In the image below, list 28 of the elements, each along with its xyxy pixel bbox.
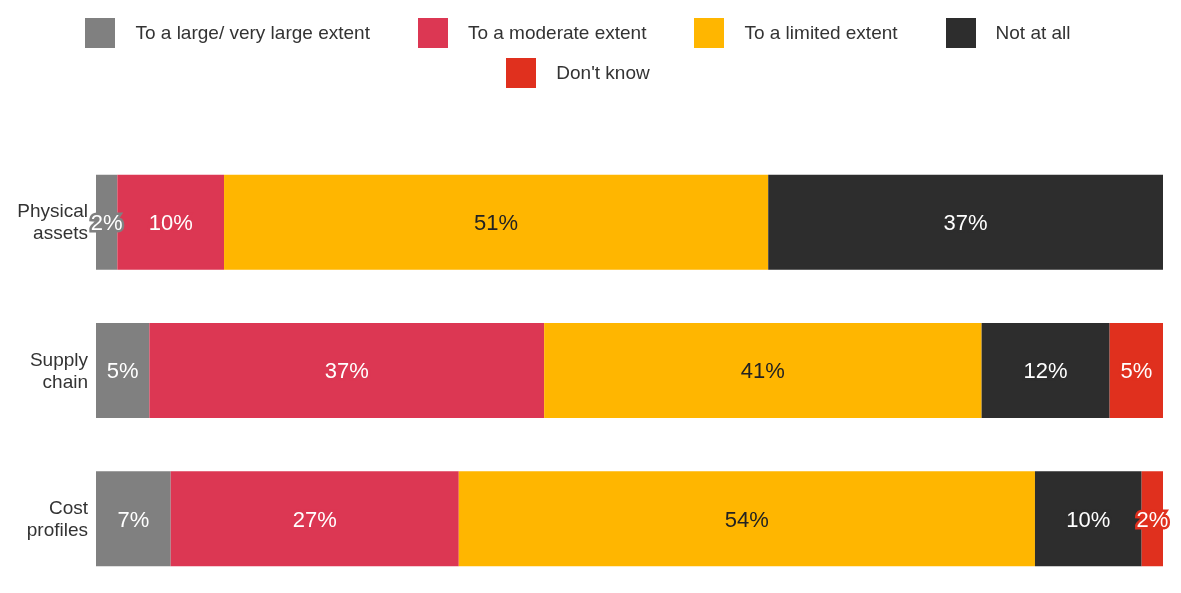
bar xyxy=(170,471,459,567)
legend-label: To a moderate extent xyxy=(467,22,647,44)
bar xyxy=(458,471,1035,567)
data-label: 10% xyxy=(1066,506,1111,532)
legend-label: Not at all xyxy=(995,22,1071,44)
data-label: 12% xyxy=(1023,358,1068,384)
bar xyxy=(981,323,1110,419)
data-label: 54% xyxy=(724,506,769,532)
bar xyxy=(224,174,769,270)
legend-label: To a limited extent xyxy=(744,22,898,44)
bar xyxy=(149,323,545,419)
data-label: 10% xyxy=(148,210,193,236)
data-label: 7% xyxy=(117,506,150,532)
data-label: 41% xyxy=(740,358,785,384)
data-label: 5% xyxy=(1120,358,1153,384)
data-label: 5% xyxy=(106,358,139,384)
data-label: 37% xyxy=(324,358,369,384)
legend-label: To a large/ very large extent xyxy=(135,22,370,44)
data-label: 37% xyxy=(943,210,988,236)
y-tick-label: Physical assets xyxy=(17,200,88,244)
bar xyxy=(768,174,1163,270)
data-label: 51% xyxy=(474,210,519,236)
data-label: 27% xyxy=(292,506,337,532)
bar xyxy=(544,323,982,419)
legend-label: Don't know xyxy=(556,62,650,84)
y-tick-label: Supply chain xyxy=(29,348,89,392)
y-tick-label: Cost profiles xyxy=(26,496,89,540)
bar xyxy=(96,471,171,567)
